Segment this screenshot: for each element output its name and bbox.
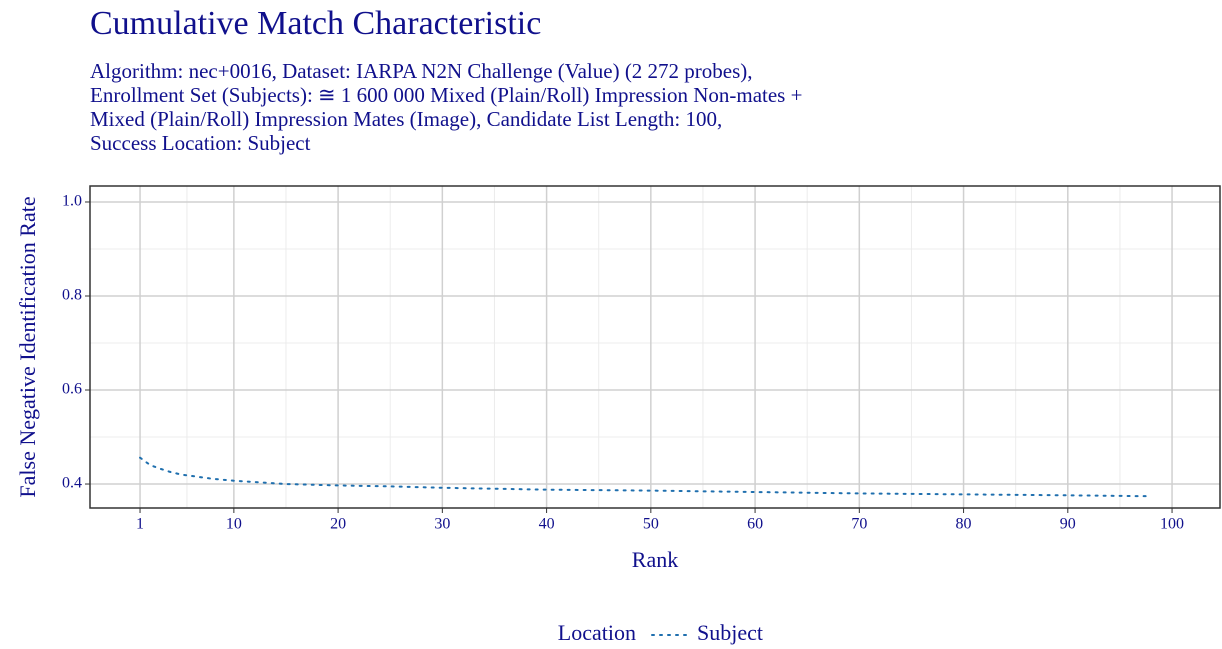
x-tick-label: 10 bbox=[226, 516, 242, 533]
x-tick-label: 60 bbox=[747, 516, 763, 533]
x-tick-label: 70 bbox=[851, 516, 867, 533]
legend-label: Subject bbox=[697, 620, 763, 645]
data-line bbox=[139, 456, 1153, 498]
subtitle-line: Enrollment Set (Subjects): ≅ 1 600 000 M… bbox=[90, 83, 802, 107]
subtitle-line: Success Location: Subject bbox=[90, 131, 311, 155]
x-axis-label: Rank bbox=[632, 547, 678, 572]
x-tick-label: 30 bbox=[434, 516, 450, 533]
chart-title: Cumulative Match Characteristic bbox=[90, 5, 541, 42]
y-tick-label: 0.4 bbox=[62, 475, 82, 492]
x-tick-label: 80 bbox=[956, 516, 972, 533]
x-tick-label: 40 bbox=[539, 516, 555, 533]
panel-border bbox=[89, 185, 1221, 509]
x-tick-label: 50 bbox=[643, 516, 659, 533]
x-tick-label: 100 bbox=[1160, 516, 1184, 533]
y-tick-label: 1.0 bbox=[62, 193, 82, 210]
x-tick-label: 1 bbox=[136, 516, 144, 533]
subtitle-line: Algorithm: nec+0016, Dataset: IARPA N2N … bbox=[90, 59, 753, 83]
x-tick-label: 90 bbox=[1060, 516, 1076, 533]
subtitle-line: Mixed (Plain/Roll) Impression Mates (Ima… bbox=[90, 107, 722, 131]
y-tick-label: 0.6 bbox=[62, 381, 82, 398]
legend-title: Location bbox=[558, 620, 636, 645]
y-tick-label: 0.8 bbox=[62, 287, 82, 304]
x-tick-label: 20 bbox=[330, 516, 346, 533]
y-axis-label: False Negative Identification Rate bbox=[15, 196, 40, 497]
